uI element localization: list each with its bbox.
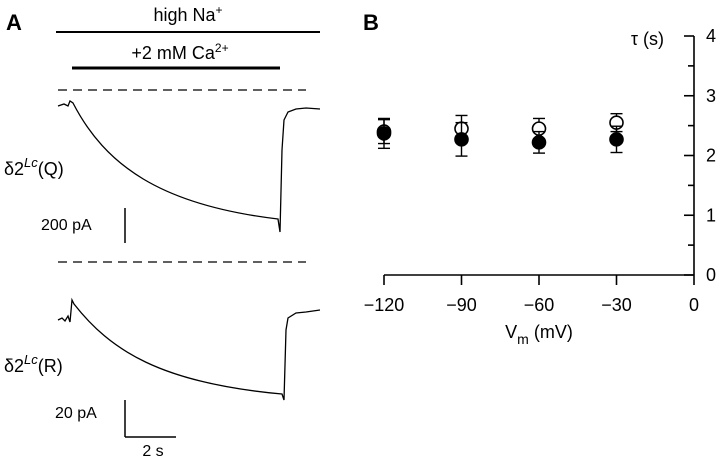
trace-q-label: δ2Lc(Q)	[4, 155, 64, 179]
x-tick-label: −120	[364, 295, 405, 315]
panel-a-letter: A	[6, 10, 22, 35]
filled-data-point	[609, 132, 624, 147]
x-tick-label: −60	[524, 295, 555, 315]
y-tick-label: 3	[706, 86, 716, 106]
calcium-label: +2 mM Ca2+	[131, 41, 228, 63]
y-tick-label: 2	[706, 146, 716, 166]
current-trace-r	[57, 297, 321, 401]
x-tick-label: −90	[446, 295, 477, 315]
scale-label-200pa: 200 pA	[41, 217, 92, 234]
x-axis-title: Vm (mV)	[505, 322, 573, 347]
filled-data-point	[531, 135, 547, 150]
x-tick-label: 0	[689, 295, 699, 315]
y-axis-title: τ (s)	[631, 29, 664, 49]
y-tick-label: 4	[706, 26, 716, 46]
filled-data-point	[454, 132, 469, 147]
y-tick-label: 1	[706, 205, 716, 225]
y-tick-label: 0	[706, 265, 716, 285]
x-tick-label: −30	[601, 295, 632, 315]
panel-b-letter: B	[363, 10, 379, 35]
tau-vs-vm-chart: −120 −90 −60 −30 00 1 2 3 4	[364, 26, 716, 315]
scale-label-20pa: 20 pA	[55, 405, 97, 422]
current-trace-q	[57, 100, 321, 233]
high-na-label: high Na+	[153, 3, 222, 25]
trace-r-label: δ2Lc(R)	[4, 352, 63, 376]
scale-label-2s: 2 s	[142, 443, 163, 460]
filled-data-point	[376, 126, 392, 141]
